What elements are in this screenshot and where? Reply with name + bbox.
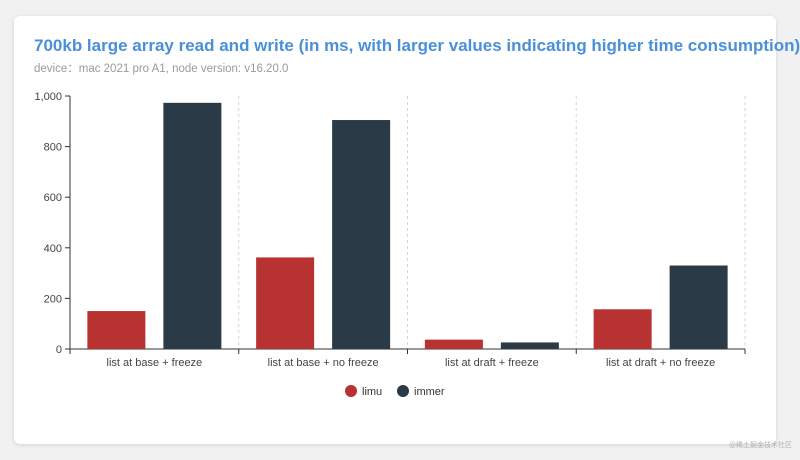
chart-subtitle: device：mac 2021 pro A1, node version: v1…: [34, 63, 289, 75]
bar-immer-4: [669, 265, 728, 349]
legend-label-immer: immer: [414, 386, 445, 398]
legend-label-limu: limu: [362, 386, 382, 398]
chart-card: 700kb large array read and write (in ms,…: [14, 16, 800, 444]
bar-limu-1: [87, 311, 146, 349]
chart-title: 700kb large array read and write (in ms,…: [34, 36, 800, 55]
bar-immer-3: [500, 342, 559, 349]
x-category-label: list at draft + freeze: [445, 357, 539, 369]
y-tick-label: 0: [56, 344, 62, 356]
bar-limu-3: [424, 339, 483, 349]
bar-immer-2: [332, 120, 391, 349]
y-tick-label: 1,000: [34, 91, 62, 103]
x-category-label: list at base + freeze: [107, 357, 203, 369]
y-tick-label: 200: [44, 293, 62, 305]
y-tick-label: 400: [44, 243, 62, 255]
x-category-label: list at draft + no freeze: [606, 357, 715, 369]
bar-limu-4: [593, 309, 652, 349]
x-category-label: list at base + no freeze: [268, 357, 379, 369]
bar-limu-2: [256, 257, 315, 349]
y-tick-label: 800: [44, 142, 62, 154]
bar-immer-1: [163, 102, 222, 350]
bar-chart: 0 200 400 600 800 1,000 list at base + freeze l…: [34, 91, 746, 398]
legend-marker-immer: [397, 385, 409, 397]
watermark: @稀土掘金技术社区: [729, 441, 792, 449]
legend-marker-limu: [345, 385, 357, 397]
y-tick-label: 600: [44, 192, 62, 204]
